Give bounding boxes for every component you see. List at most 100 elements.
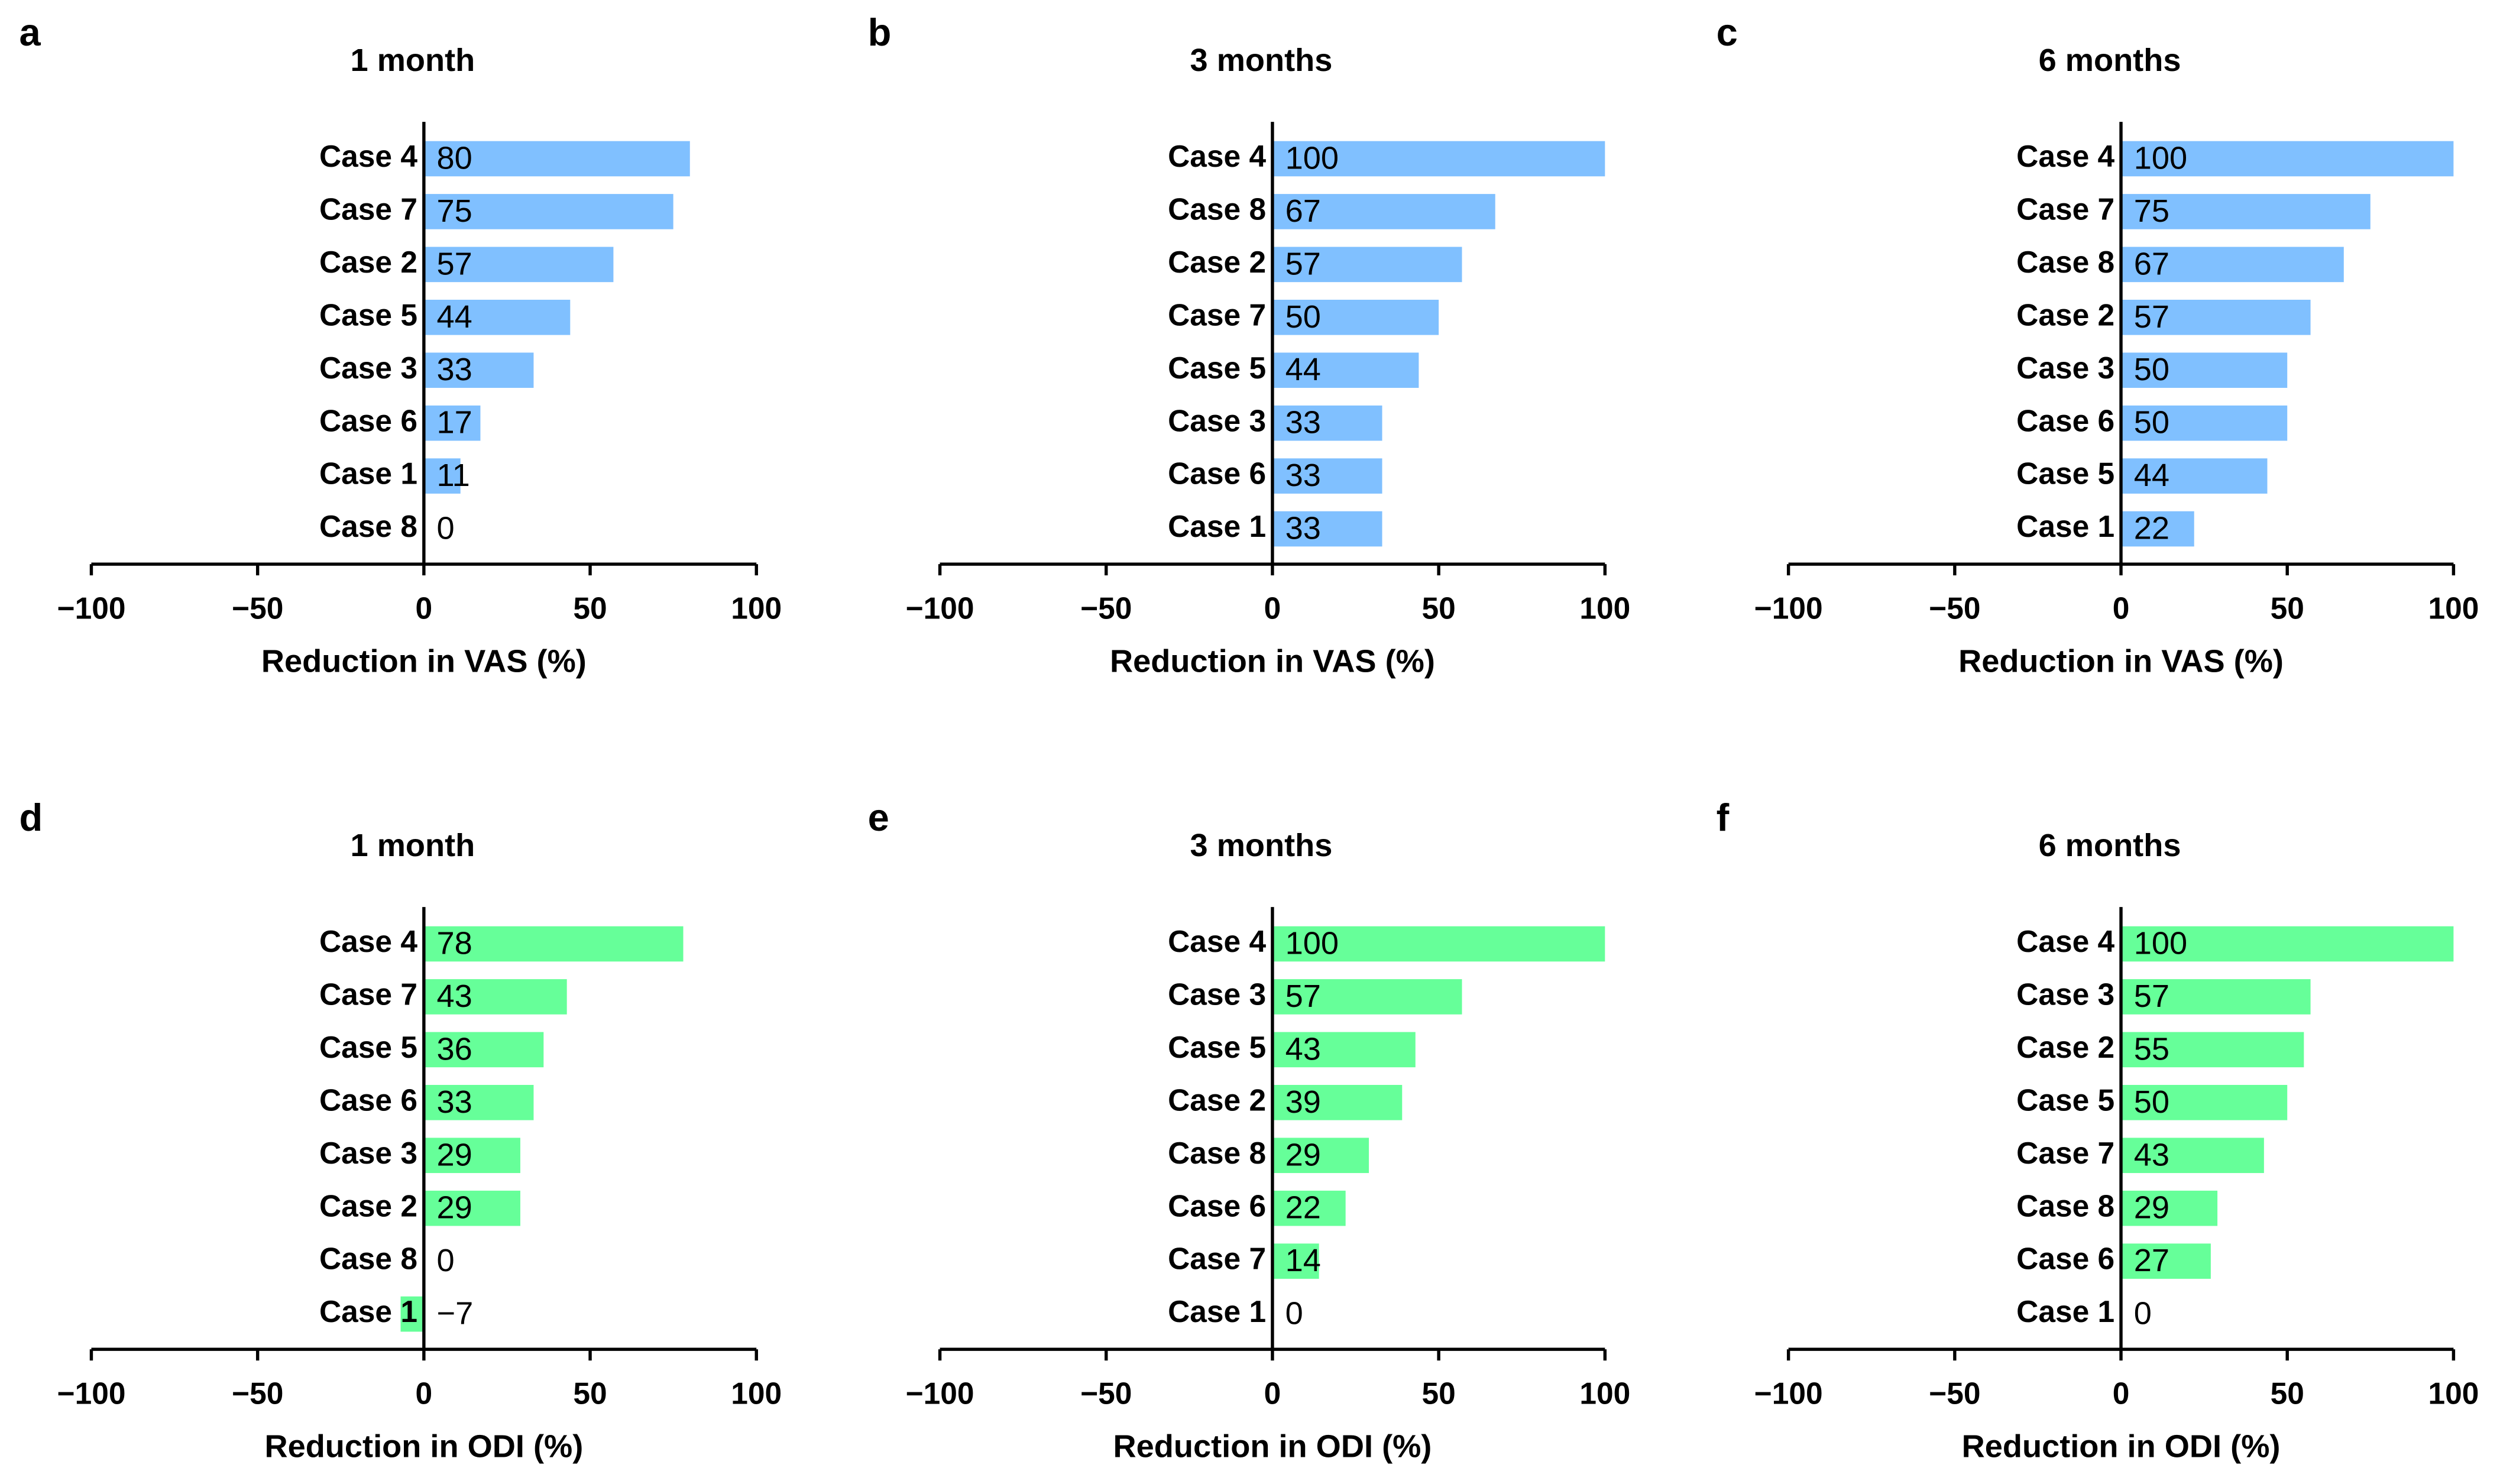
category-label: Case 7 — [1168, 297, 1266, 332]
category-label: Case 5 — [319, 1030, 417, 1064]
value-label: 78 — [437, 926, 472, 961]
value-label: 57 — [1285, 978, 1321, 1014]
x-tick-label: 50 — [573, 591, 607, 625]
x-axis-label: Reduction in ODI (%) — [1962, 1429, 2281, 1464]
value-label: 100 — [2134, 926, 2187, 961]
category-label: Case 2 — [319, 1188, 417, 1223]
x-tick-label: −100 — [906, 591, 974, 625]
bar — [1272, 141, 1605, 177]
bar — [423, 247, 614, 283]
bar — [423, 194, 673, 229]
bar — [1272, 458, 1382, 494]
x-tick-label: 100 — [731, 1376, 782, 1410]
category-label: Case 4 — [319, 924, 417, 958]
chart-title: 6 months — [2039, 43, 2181, 78]
bar — [423, 405, 481, 441]
category-label: Case 6 — [2016, 1242, 2114, 1276]
x-axis-label: Reduction in VAS (%) — [1958, 644, 2284, 679]
category-label: Case 1 — [2016, 1294, 2114, 1329]
value-label: 22 — [2134, 511, 2169, 546]
category-label: Case 2 — [2016, 1030, 2114, 1064]
x-tick-label: −50 — [232, 591, 283, 625]
bar — [1272, 352, 1419, 388]
bar — [1272, 511, 1382, 547]
value-label: 33 — [437, 1084, 472, 1120]
bar — [423, 1190, 520, 1226]
category-label: Case 6 — [319, 1083, 417, 1117]
category-label: Case 2 — [319, 245, 417, 279]
bar — [423, 352, 534, 388]
value-label: 29 — [2134, 1190, 2169, 1226]
value-label: 67 — [2134, 246, 2169, 281]
chart-title: 1 month — [351, 828, 475, 863]
x-axis-label: Reduction in VAS (%) — [261, 644, 587, 679]
x-tick-label: 0 — [416, 1376, 433, 1410]
category-label: Case 6 — [319, 403, 417, 438]
bar — [1272, 1243, 1319, 1279]
category-label: Case 4 — [2016, 139, 2114, 173]
bar — [423, 926, 684, 962]
bar — [1272, 979, 1462, 1015]
chart-title: 3 months — [1190, 828, 1333, 863]
bar — [1272, 299, 1439, 335]
value-label: 0 — [2134, 1296, 2152, 1331]
value-label: 33 — [1285, 511, 1321, 546]
value-label: 43 — [2134, 1137, 2169, 1172]
bar — [423, 1084, 534, 1120]
bar — [2121, 458, 2268, 494]
panel-letter: d — [20, 796, 43, 839]
category-label: Case 8 — [2016, 1188, 2114, 1223]
value-label: 29 — [437, 1190, 472, 1226]
category-label: Case 3 — [2016, 351, 2114, 385]
bar — [1272, 1190, 1346, 1226]
category-label: Case 1 — [319, 456, 417, 491]
panel-letter: b — [868, 11, 892, 54]
x-tick-label: 100 — [1579, 591, 1630, 625]
category-label: Case 8 — [1168, 192, 1266, 226]
x-tick-label: 100 — [2428, 1376, 2479, 1410]
category-label: Case 1 — [319, 1294, 417, 1329]
value-label: 75 — [437, 193, 472, 229]
x-tick-label: 0 — [2113, 1376, 2130, 1410]
value-label: 50 — [2134, 405, 2169, 440]
x-tick-label: 0 — [416, 591, 433, 625]
bar — [423, 1032, 544, 1068]
value-label: 43 — [437, 978, 472, 1014]
panel-letter: e — [868, 796, 889, 839]
bar — [2121, 1032, 2304, 1068]
chart-title: 6 months — [2039, 828, 2181, 863]
bar — [400, 1296, 424, 1332]
x-tick-label: −50 — [1080, 591, 1132, 625]
bar — [2121, 1243, 2211, 1279]
x-tick-label: −50 — [1929, 591, 1980, 625]
x-tick-label: 50 — [1421, 1376, 1455, 1410]
value-label: 67 — [1285, 193, 1321, 229]
category-label: Case 8 — [1168, 1136, 1266, 1170]
value-label: 33 — [1285, 405, 1321, 440]
x-tick-label: −50 — [1929, 1376, 1980, 1410]
bar — [423, 979, 567, 1015]
category-label: Case 3 — [2016, 977, 2114, 1012]
x-tick-label: 0 — [2113, 591, 2130, 625]
category-label: Case 4 — [2016, 924, 2114, 958]
category-label: Case 2 — [1168, 245, 1266, 279]
value-label: 57 — [2134, 978, 2169, 1014]
category-label: Case 8 — [319, 1242, 417, 1276]
value-label: 55 — [2134, 1031, 2169, 1067]
panel-letter: f — [1717, 796, 1730, 839]
bar — [1272, 1032, 1416, 1068]
bar — [2121, 1190, 2218, 1226]
value-label: 0 — [1285, 1296, 1303, 1331]
category-label: Case 2 — [1168, 1083, 1266, 1117]
bar — [2121, 247, 2344, 283]
panel-letter: a — [20, 11, 41, 54]
bar — [423, 299, 571, 335]
category-label: Case 4 — [1168, 139, 1266, 173]
x-tick-label: 0 — [1264, 591, 1281, 625]
bar — [1272, 247, 1462, 283]
bar — [1272, 926, 1605, 962]
value-label: 44 — [437, 299, 472, 335]
category-label: Case 6 — [1168, 1188, 1266, 1223]
category-label: Case 7 — [2016, 1136, 2114, 1170]
